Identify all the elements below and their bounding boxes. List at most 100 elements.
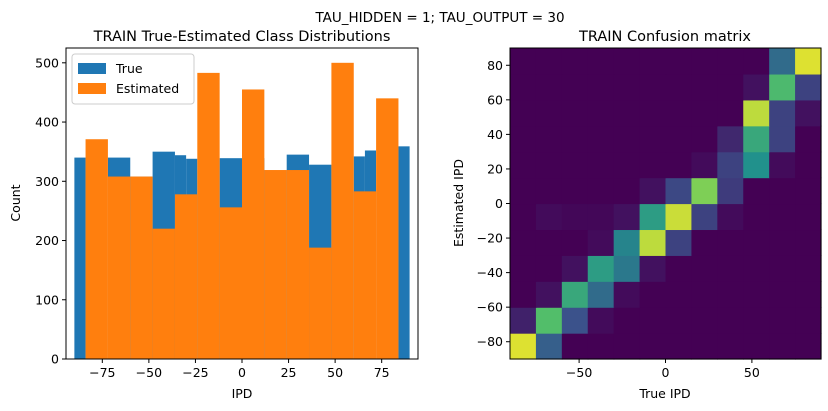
- hist-bar-estimated-8: [264, 170, 287, 359]
- hist-y-tick-label: 400: [35, 115, 59, 130]
- cm-cell-5-0: [510, 203, 537, 231]
- hist-x-tick-label: −50: [136, 365, 162, 380]
- hist-bar-estimated-2: [130, 176, 153, 359]
- confusion-title: TRAIN Confusion matrix: [578, 29, 751, 45]
- cm-cell-1-11: [795, 307, 822, 334]
- hist-bar-estimated-4: [174, 194, 198, 359]
- cm-cell-2-3: [587, 281, 615, 308]
- cm-cell-4-1: [535, 229, 563, 256]
- hist-x-tick-label: 50: [327, 365, 343, 380]
- cm-y-tick-label: 0: [495, 196, 503, 211]
- cm-cell-1-8: [717, 307, 744, 334]
- legend-swatch-true: [78, 63, 106, 74]
- hist-bar-estimated-3: [152, 228, 175, 359]
- histogram-legend: True Estimated: [71, 53, 195, 105]
- cm-cell-1-4: [613, 307, 641, 334]
- cm-cell-9-6: [665, 99, 693, 127]
- cm-cell-0-6: [665, 333, 693, 360]
- cm-cell-6-10: [769, 177, 796, 205]
- cm-cell-10-8: [717, 73, 744, 101]
- cm-cell-2-2: [561, 281, 589, 308]
- cm-cell-7-9: [743, 151, 770, 179]
- cm-cell-7-3: [587, 151, 615, 179]
- cm-cell-0-3: [587, 333, 615, 360]
- cm-cell-0-0: [510, 333, 537, 360]
- cm-cell-1-10: [769, 307, 796, 334]
- hist-bar-estimated-9: [286, 170, 310, 359]
- cm-cell-8-9: [743, 125, 770, 153]
- cm-cell-2-9: [743, 281, 770, 308]
- cm-cell-6-1: [535, 177, 563, 205]
- cm-cell-8-2: [561, 125, 589, 153]
- cm-cell-2-1: [535, 281, 563, 308]
- cm-cell-7-11: [795, 151, 822, 179]
- histogram-y-label: Count: [8, 184, 23, 221]
- cm-cell-4-5: [639, 229, 667, 256]
- histogram-title: TRAIN True-Estimated Class Distributions: [93, 29, 391, 45]
- hist-x-tick-label: −25: [182, 365, 208, 380]
- hist-y-tick-label: 100: [35, 292, 59, 307]
- legend-label-true: True: [115, 61, 143, 76]
- cm-cell-4-7: [691, 229, 718, 256]
- cm-cell-8-6: [665, 125, 693, 153]
- hist-bar-estimated-0: [85, 139, 108, 359]
- hist-x-tick-label: 25: [281, 365, 297, 380]
- cm-cell-4-11: [795, 229, 822, 256]
- cm-cell-9-1: [535, 99, 563, 127]
- cm-cell-10-4: [613, 73, 641, 101]
- cm-cell-8-1: [535, 125, 563, 153]
- cm-cell-5-9: [743, 203, 770, 231]
- cm-cell-3-9: [743, 255, 770, 282]
- cm-cell-11-10: [769, 48, 796, 75]
- cm-cell-5-8: [717, 203, 744, 231]
- cm-cell-3-8: [717, 255, 744, 282]
- cm-x-tick-label: −50: [566, 365, 592, 380]
- cm-cell-2-10: [769, 281, 796, 308]
- cm-cell-0-4: [613, 333, 641, 360]
- cm-cell-11-4: [613, 48, 641, 75]
- hist-bar-estimated-13: [376, 98, 399, 359]
- cm-cell-2-6: [665, 281, 693, 308]
- cm-cell-9-4: [613, 99, 641, 127]
- cm-cell-2-7: [691, 281, 718, 308]
- cm-cell-0-9: [743, 333, 770, 360]
- cm-cell-8-4: [613, 125, 641, 153]
- cm-cell-3-0: [510, 255, 537, 282]
- hist-bar-true-0: [74, 157, 86, 359]
- cm-y-tick-label: −40: [477, 265, 503, 280]
- cm-cell-9-9: [743, 99, 770, 127]
- cm-cell-6-11: [795, 177, 822, 205]
- cm-cell-3-10: [769, 255, 796, 282]
- hist-x-tick-label: −75: [89, 365, 115, 380]
- confusion-x-ticks: −50 0 50: [566, 359, 760, 380]
- cm-cell-0-10: [769, 333, 796, 360]
- figure-suptitle: TAU_HIDDEN = 1; TAU_OUTPUT = 30: [314, 10, 564, 26]
- cm-cell-1-2: [561, 307, 589, 334]
- cm-cell-0-5: [639, 333, 667, 360]
- cm-cell-4-0: [510, 229, 537, 256]
- cm-cell-11-3: [587, 48, 615, 75]
- hist-bar-estimated-11: [331, 62, 354, 360]
- cm-cell-5-2: [561, 203, 589, 231]
- cm-cell-7-7: [691, 151, 718, 179]
- cm-cell-1-1: [535, 307, 563, 334]
- cm-cell-9-11: [795, 99, 822, 127]
- cm-cell-6-2: [561, 177, 589, 205]
- cm-cell-2-0: [510, 281, 537, 308]
- cm-cell-8-7: [691, 125, 718, 153]
- cm-cell-5-3: [587, 203, 615, 231]
- cm-cell-6-8: [717, 177, 744, 205]
- hist-y-tick-label: 200: [35, 233, 59, 248]
- cm-cell-11-0: [510, 48, 537, 75]
- cm-cell-2-5: [639, 281, 667, 308]
- hist-bar-true-17: [398, 146, 410, 359]
- confusion-y-label: Estimated IPD: [451, 159, 466, 247]
- cm-cell-7-4: [613, 151, 641, 179]
- cm-cell-5-1: [535, 203, 563, 231]
- cm-cell-10-6: [665, 73, 693, 101]
- cm-cell-11-9: [743, 48, 770, 75]
- legend-swatch-estimated: [78, 83, 106, 94]
- cm-cell-0-1: [535, 333, 563, 360]
- hist-x-tick-label: 0: [238, 365, 246, 380]
- cm-cell-4-3: [587, 229, 615, 256]
